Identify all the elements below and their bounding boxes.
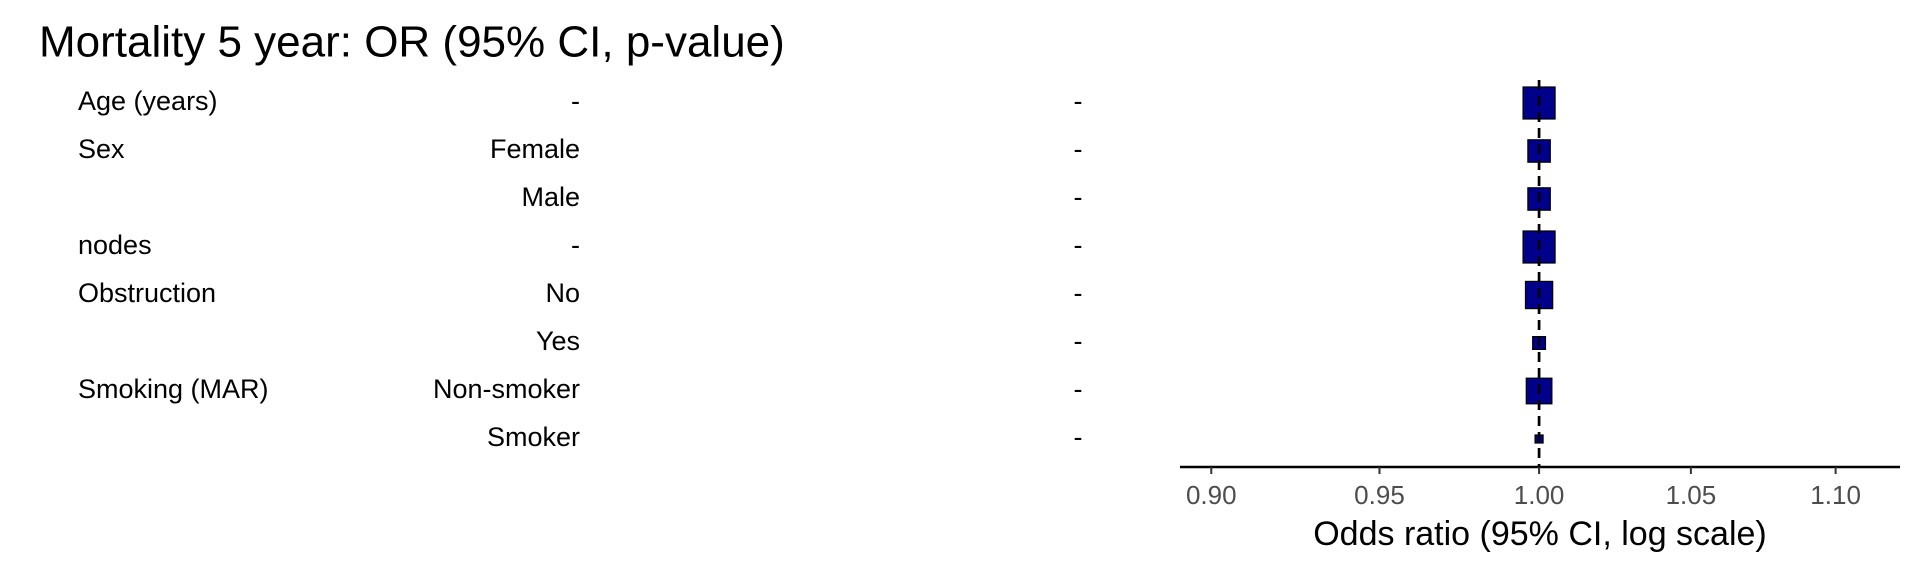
level-label: Non-smoker [433,374,580,404]
or-label: - [1074,422,1083,452]
level-label: Smoker [487,422,580,452]
level-label: Yes [536,326,580,356]
or-label: - [1074,86,1083,116]
level-label: - [571,230,580,260]
or-label: - [1074,230,1083,260]
x-tick-label: 1.05 [1666,480,1717,510]
level-label: - [571,86,580,116]
level-label: Male [521,182,580,212]
or-label: - [1074,182,1083,212]
variable-label: Age (years) [78,86,218,116]
level-label: No [545,278,580,308]
x-tick-label: 0.95 [1354,480,1405,510]
variable-label: nodes [78,230,152,260]
chart-title: Mortality 5 year: OR (95% CI, p-value) [39,18,785,67]
or-label: - [1074,134,1083,164]
variable-label: Obstruction [78,278,216,308]
level-label: Female [490,134,580,164]
or-label: - [1074,278,1083,308]
x-tick-label: 0.90 [1186,480,1237,510]
x-tick-label: 1.10 [1810,480,1861,510]
variable-label: Smoking (MAR) [78,374,269,404]
or-label: - [1074,326,1083,356]
x-tick-label: 1.00 [1514,480,1565,510]
variable-label: Sex [78,134,125,164]
or-label: - [1074,374,1083,404]
x-axis-title: Odds ratio (95% CI, log scale) [1313,515,1767,553]
